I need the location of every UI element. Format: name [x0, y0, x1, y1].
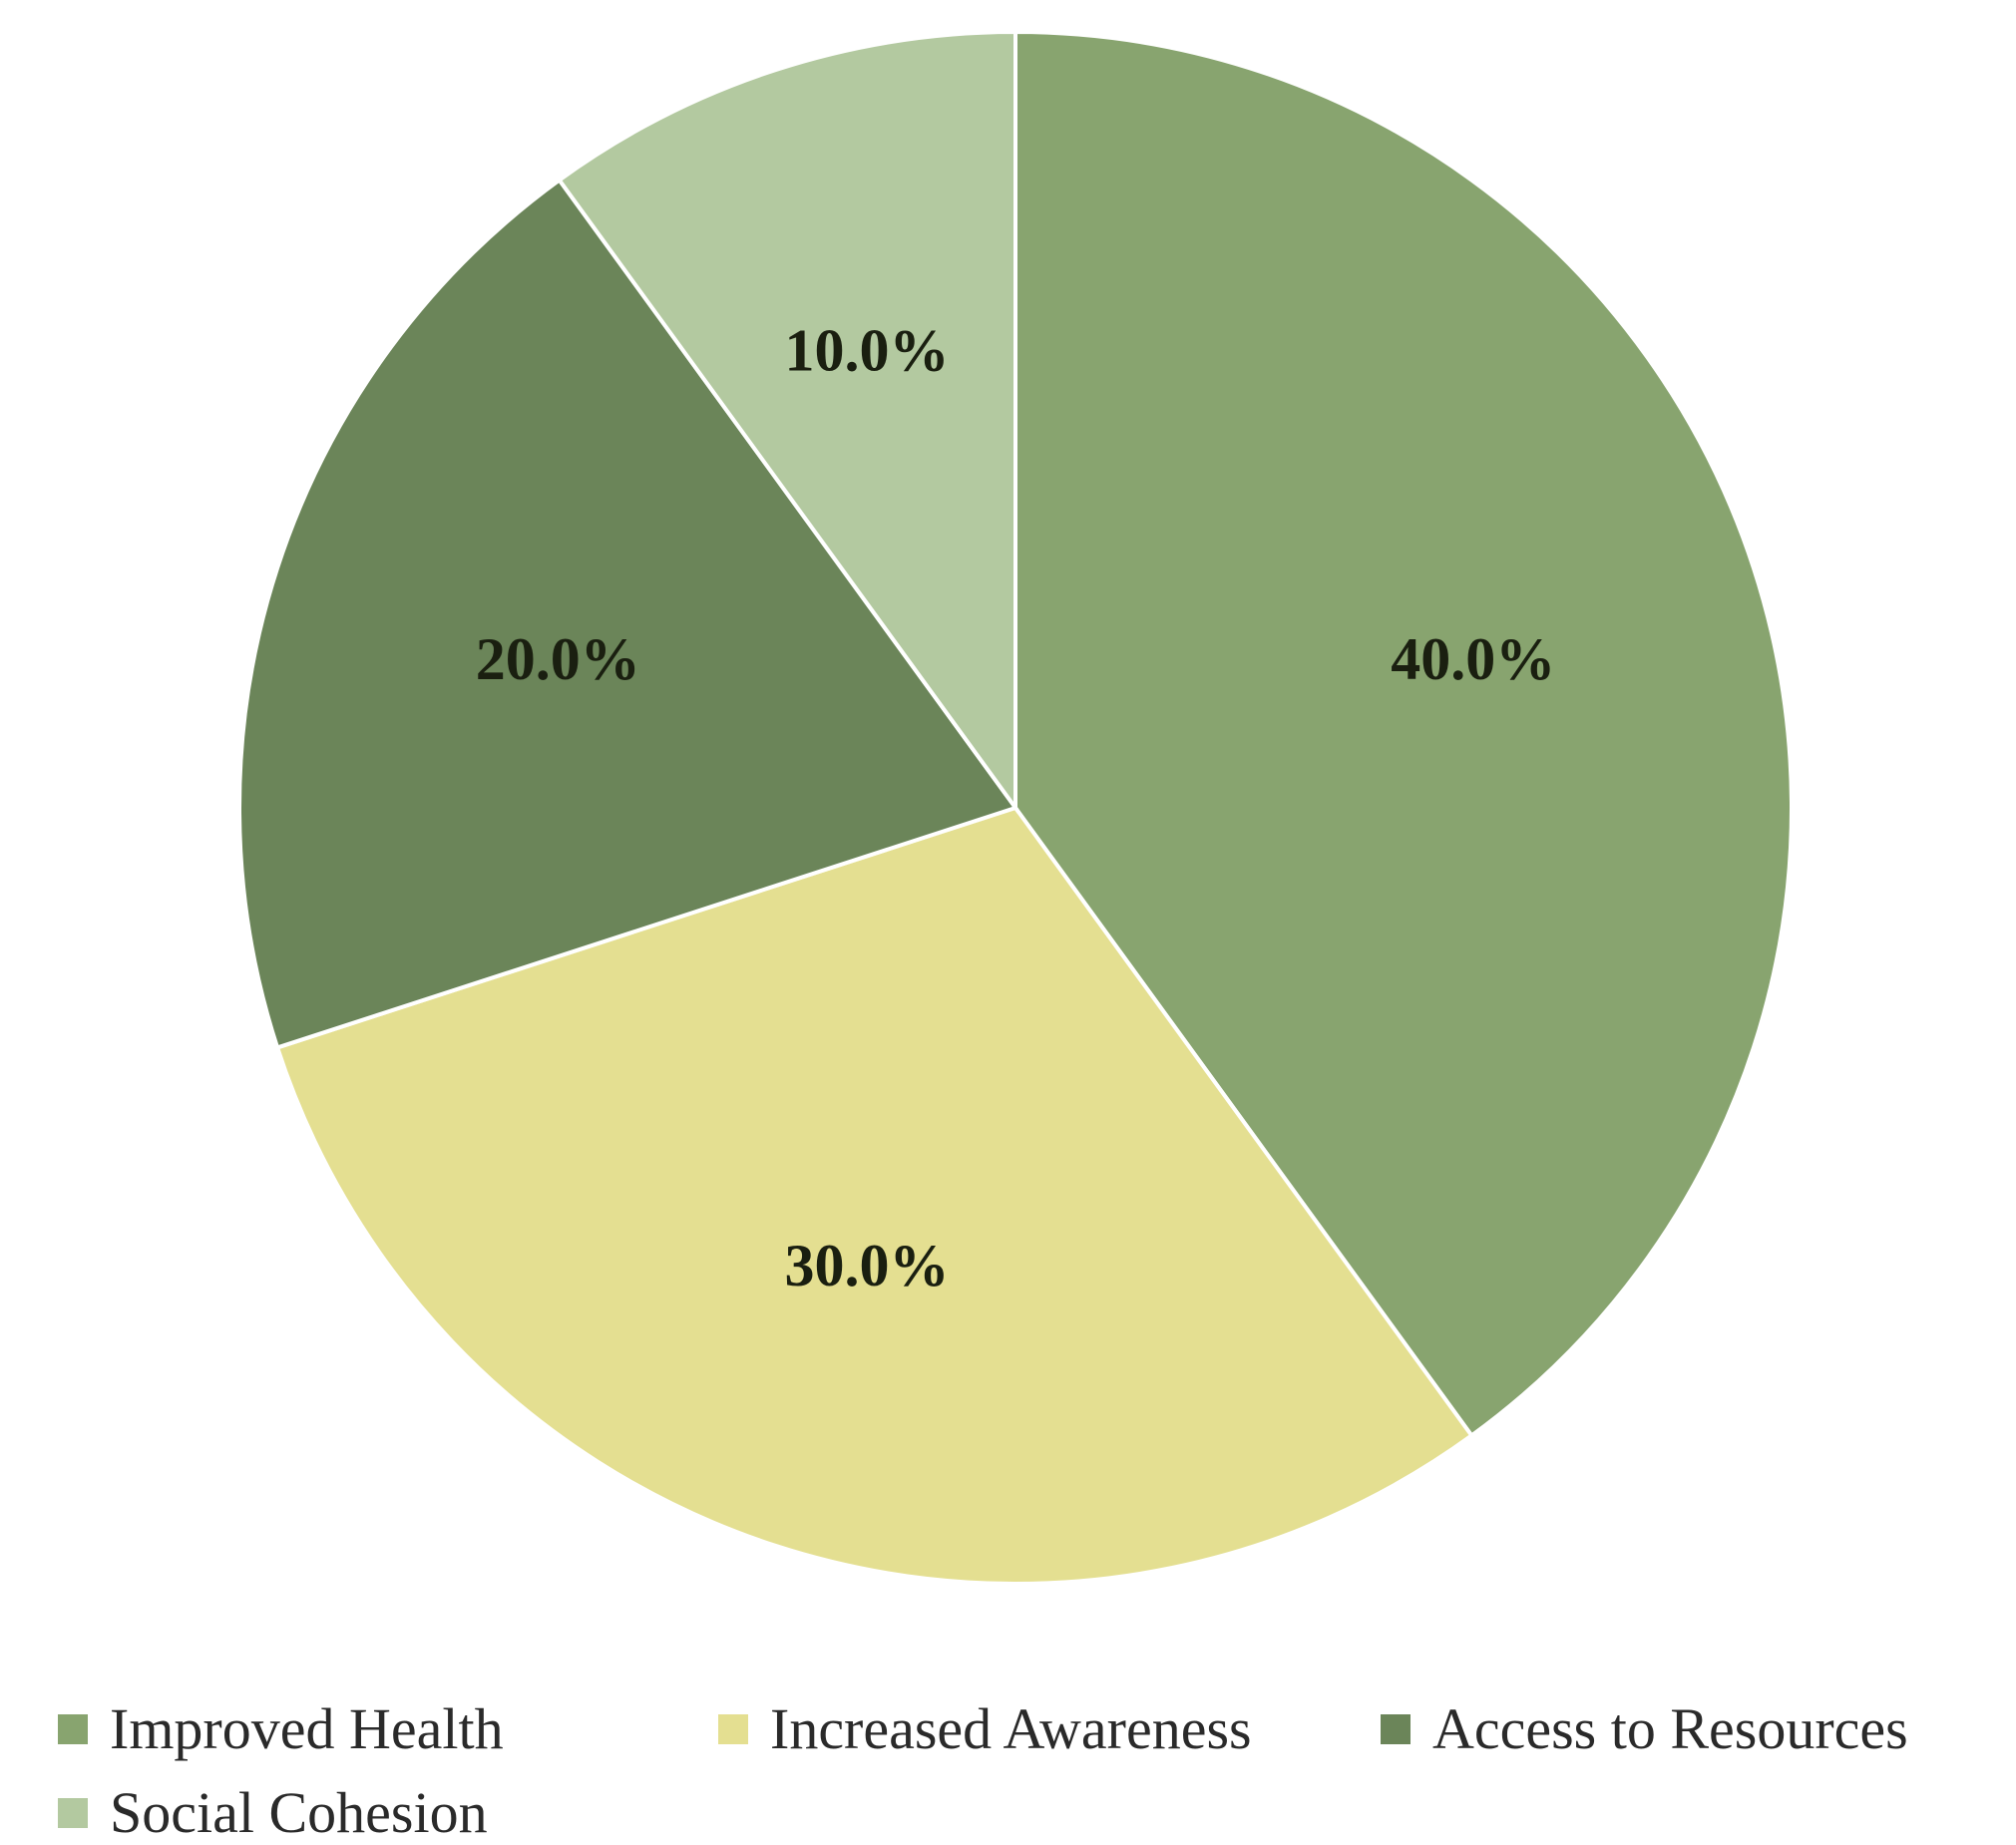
slice-value-label: 20.0%: [476, 626, 640, 692]
legend-swatch: [1381, 1714, 1411, 1744]
legend-swatch: [58, 1798, 88, 1828]
legend-item-improved-health: Improved Health: [58, 1700, 504, 1758]
legend-item-increased-awareness: Increased Awareness: [718, 1700, 1252, 1758]
legend-label: Access to Resources: [1432, 1696, 1908, 1761]
pie-slice-social-cohesion: [556, 29, 1017, 815]
legend-item-access-to-resources: Access to Resources: [1381, 1700, 1908, 1758]
chart-legend: Improved Health Increased Awareness Acce…: [58, 1700, 1983, 1842]
slice-value-label: 10.0%: [784, 317, 949, 383]
pie-slice-access-to-resources: [237, 177, 1019, 1050]
pie-value-labels: 40.0% 30.0% 20.0% 10.0%: [476, 317, 1556, 1298]
slice-value-label: 30.0%: [784, 1233, 949, 1298]
legend-label: Increased Awareness: [770, 1696, 1252, 1761]
legend-swatch: [718, 1714, 748, 1744]
legend-label: Improved Health: [110, 1696, 504, 1761]
pie-slice-increased-awareness: [274, 805, 1475, 1586]
legend-item-social-cohesion: Social Cohesion: [58, 1784, 488, 1842]
slice-value-label: 40.0%: [1391, 626, 1555, 692]
legend-label: Social Cohesion: [110, 1780, 488, 1845]
legend-swatch: [58, 1714, 88, 1744]
pie-slices: [237, 29, 1795, 1586]
pie-slice-improved-health: [1013, 29, 1795, 1439]
